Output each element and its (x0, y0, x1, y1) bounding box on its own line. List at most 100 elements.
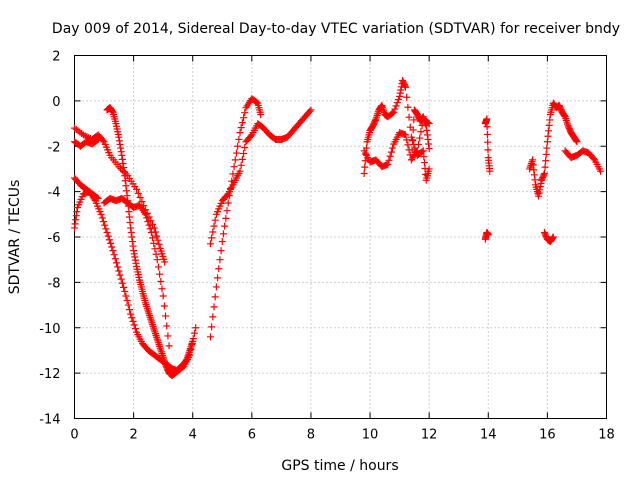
data-point (138, 198, 146, 206)
data-point (483, 130, 491, 138)
data-point (154, 236, 162, 244)
data-point (223, 207, 231, 215)
data-point (408, 146, 416, 154)
data-point (108, 243, 116, 251)
data-point (542, 157, 550, 165)
data-point (418, 148, 426, 156)
data-point (392, 102, 400, 110)
data-point (131, 325, 139, 333)
data-point (93, 136, 101, 144)
data-point (393, 99, 401, 107)
data-point (403, 93, 411, 101)
series-pass-h (206, 106, 315, 248)
data-point (361, 163, 369, 171)
data-point (99, 218, 107, 226)
data-point (419, 147, 427, 155)
data-point (237, 124, 245, 132)
data-point (156, 270, 164, 278)
data-point (425, 145, 433, 153)
data-point (257, 110, 265, 118)
data-point (206, 240, 214, 248)
data-point (152, 250, 160, 258)
data-point (222, 214, 230, 222)
series-pass-n (526, 99, 581, 200)
data-point (236, 129, 244, 137)
data-point (144, 218, 152, 226)
data-point (93, 194, 101, 202)
data-point (162, 312, 170, 320)
data-point (102, 225, 110, 233)
data-point (597, 167, 605, 175)
data-point (409, 136, 417, 144)
data-point (404, 103, 412, 111)
data-point (208, 234, 216, 242)
data-point (110, 251, 118, 259)
data-point (124, 301, 132, 309)
y-tick-label: 2 (52, 50, 60, 65)
data-point (107, 239, 115, 247)
chart-title: Day 009 of 2014, Sidereal Day-to-day VTE… (52, 21, 620, 37)
data-point (143, 214, 151, 222)
data-point (541, 163, 549, 171)
y-tick-label: -10 (39, 322, 60, 337)
x-tick-label: 6 (248, 428, 256, 443)
x-tick-label: 10 (362, 428, 379, 443)
data-point (146, 225, 154, 233)
data-point (105, 236, 113, 244)
data-point (219, 230, 227, 238)
data-point (221, 222, 229, 230)
y-tick-label: -14 (39, 413, 60, 428)
data-point (234, 142, 242, 150)
data-point (360, 169, 368, 177)
data-point (409, 126, 417, 134)
series-pass-g (206, 95, 265, 341)
data-point (410, 116, 418, 124)
data-point (109, 247, 117, 255)
data-point (231, 156, 239, 164)
data-point (235, 135, 243, 143)
data-point (149, 220, 157, 228)
data-point (211, 293, 219, 301)
data-point (216, 256, 224, 264)
data-point (540, 169, 548, 177)
data-point (209, 313, 217, 321)
series-pass-k (407, 106, 433, 164)
data-point (240, 114, 248, 122)
data-point (417, 128, 425, 136)
series-pass-j (360, 115, 433, 171)
axis-ticks: 0 2 4 6 8 10 12 14 16 18 -14 -12 -10 -8 -6 -4 -2 0 2 (39, 50, 615, 443)
series-pass-p (540, 228, 557, 246)
data-point (151, 245, 159, 253)
data-point (387, 148, 395, 156)
data-point (114, 263, 122, 271)
x-tick-label: 8 (307, 428, 315, 443)
series-pass-c (71, 188, 200, 375)
data-point (416, 134, 424, 142)
data-point (573, 138, 581, 146)
data-point (154, 263, 162, 271)
data-point (120, 283, 128, 291)
data-point (141, 210, 149, 218)
series-pass-b (71, 135, 102, 150)
data-point (386, 152, 394, 160)
data-point (116, 271, 124, 279)
data-point (214, 274, 222, 282)
data-point (121, 287, 129, 295)
series-pass-i (360, 76, 433, 184)
data-point (159, 292, 167, 300)
data-point (192, 324, 200, 332)
data-point (218, 238, 226, 246)
data-point (420, 159, 428, 167)
data-point (145, 221, 153, 229)
grid (74, 55, 607, 419)
data-point (133, 185, 141, 193)
data-point (103, 228, 111, 236)
data-point (94, 194, 102, 202)
x-tick-label: 12 (421, 428, 438, 443)
data-point (390, 108, 398, 116)
data-point (391, 105, 399, 113)
data-point (247, 132, 255, 140)
data-point (189, 337, 197, 345)
x-tick-label: 14 (480, 428, 497, 443)
